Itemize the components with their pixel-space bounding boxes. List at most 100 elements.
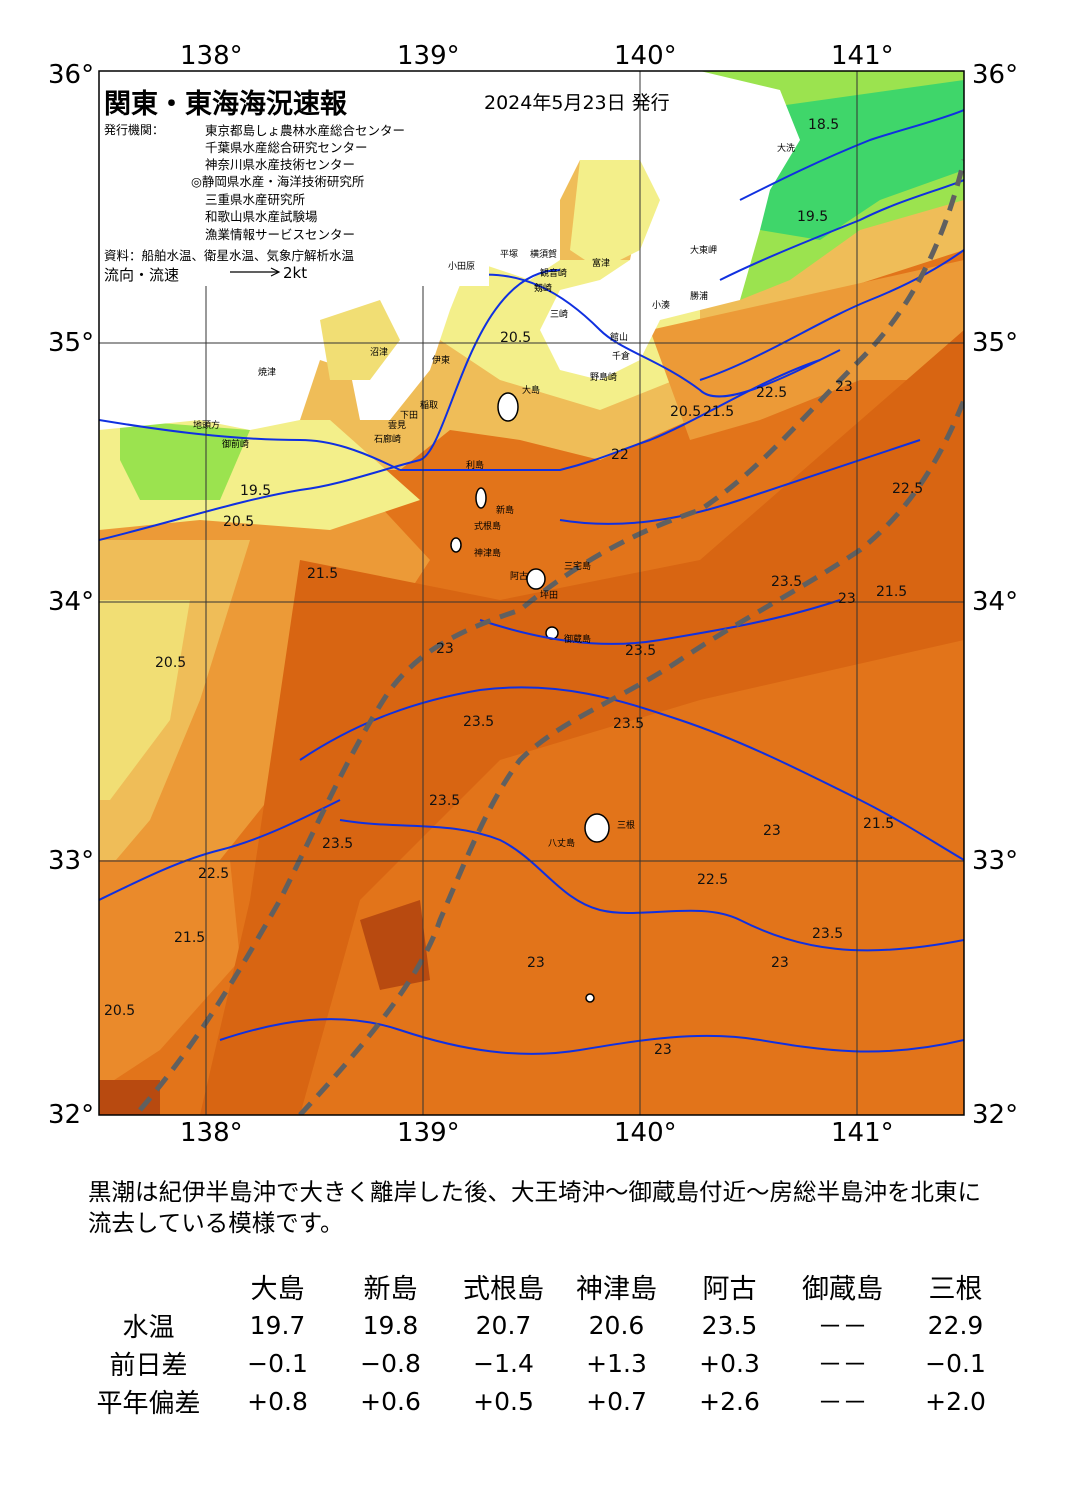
table-cell: +1.3: [586, 1348, 647, 1378]
column-header: 阿古: [702, 1274, 757, 1305]
table-cell: +2.0: [925, 1386, 986, 1416]
table-cell: 19.8: [362, 1310, 419, 1340]
place-label: 小田原: [448, 262, 476, 272]
place-label: 小湊: [652, 301, 671, 311]
lat-label-right-33: 33°: [972, 846, 1019, 876]
isotherm-label: 21.5: [863, 816, 895, 832]
isotherm-label: 23: [835, 379, 853, 395]
isotherm-label: 20.5: [500, 330, 532, 346]
column-header: 三根: [928, 1274, 983, 1305]
isotherm-label: 22: [611, 447, 629, 463]
place-label: 地頭方: [193, 421, 221, 431]
table-cell: －－: [817, 1312, 868, 1341]
place-label: 雲見: [388, 421, 407, 431]
column-header: 大島: [250, 1274, 305, 1305]
lat-label-right-36: 36°: [972, 60, 1019, 90]
place-label: 三崎: [550, 310, 569, 320]
place-label: 三根: [617, 821, 636, 831]
table-row: 水温 19.7 19.8 20.7 20.6 23.5 －－ 22.9: [76, 1306, 1012, 1344]
isotherm-label: 23: [436, 641, 454, 657]
place-label: 大東岬: [690, 246, 718, 256]
isotherm-label: 18.5: [808, 117, 840, 133]
column-header: 神津島: [576, 1274, 657, 1305]
issuer-item: 三重県水産研究所: [205, 192, 306, 207]
row-label: 水温: [122, 1312, 175, 1343]
place-label: 新島: [496, 506, 515, 516]
place-label: 石廊崎: [374, 435, 402, 445]
place-label: 観音崎: [540, 269, 568, 279]
table-cell: －－: [817, 1388, 868, 1417]
isotherm-label: 21.5: [307, 566, 339, 582]
table-cell: −0.8: [360, 1348, 421, 1378]
isotherm-label: 23.5: [771, 574, 803, 590]
place-label: 焼津: [258, 368, 277, 378]
place-label: 伊東: [432, 356, 451, 366]
situation-comment: 黒潮は紀伊半島沖で大きく離岸した後、大王埼沖～御蔵島付近～房総半島沖を北東に流去…: [88, 1178, 981, 1237]
table-cell: 20.6: [588, 1310, 645, 1340]
table-cell: +2.6: [699, 1386, 760, 1416]
issue-date: 2024年5月23日 発行: [484, 92, 670, 114]
isotherm-label: 20.5: [104, 1003, 136, 1019]
isotherm-label: 23.5: [812, 926, 844, 942]
lon-label-bottom-141: 141°: [831, 1118, 894, 1148]
column-header: 新島: [363, 1274, 418, 1305]
table-corner: [76, 1267, 221, 1306]
lat-label-right-35: 35°: [972, 328, 1019, 358]
place-label: 御前崎: [222, 440, 250, 450]
row-label: 平年偏差: [96, 1388, 201, 1419]
place-label: 阿古: [510, 572, 529, 582]
isotherm-label: 23.5: [322, 836, 354, 852]
isotherm-label: 20.5: [155, 655, 187, 671]
place-label: 坪田: [540, 591, 559, 601]
lon-label-top-141: 141°: [831, 41, 894, 71]
table-cell: −0.1: [925, 1348, 986, 1378]
isotherm-label: 22.5: [756, 385, 788, 401]
place-label: 横須賀: [530, 250, 558, 260]
table-cell: +0.7: [586, 1386, 647, 1416]
place-label: 下田: [400, 411, 419, 421]
lat-label-left-36: 36°: [48, 60, 95, 90]
place-label: 稲取: [420, 401, 439, 411]
lon-label-top-139: 139°: [397, 41, 460, 71]
place-label: 式根島: [474, 522, 502, 532]
place-label: 勝浦: [690, 292, 709, 302]
isotherm-label: 23.5: [625, 643, 657, 659]
table-cell: −1.4: [473, 1348, 534, 1378]
lat-label-left-32: 32°: [48, 1100, 95, 1130]
lat-label-right-32: 32°: [972, 1100, 1019, 1130]
table-cell: 22.9: [927, 1310, 984, 1340]
issuer-label: 発行機関：: [104, 123, 165, 137]
isotherm-label: 23: [527, 955, 545, 971]
table-cell: 19.7: [249, 1310, 306, 1340]
lat-label-right-34: 34°: [972, 587, 1019, 617]
place-label: 沼津: [370, 348, 389, 358]
place-label: 御蔵島: [564, 635, 592, 645]
place-label: 館山: [610, 333, 629, 343]
lon-label-top-138: 138°: [180, 41, 243, 71]
table-header-row: 大島 新島 式根島 神津島 阿古 御蔵島 三根: [76, 1267, 1012, 1306]
table-cell: +0.3: [699, 1348, 760, 1378]
table-row: 平年偏差 +0.8 +0.6 +0.5 +0.7 +2.6 －－ +2.0: [76, 1382, 1012, 1420]
isotherm-label: 21.5: [876, 584, 908, 600]
issuer-item: 神奈川県水産技術センター: [205, 157, 356, 172]
row-label: 前日差: [109, 1350, 188, 1381]
lat-label-left-34: 34°: [48, 587, 95, 617]
isotherm-label: 19.5: [797, 209, 829, 225]
place-label: 大洗: [777, 144, 796, 154]
isotherm-label: 23: [838, 591, 856, 607]
isotherm-label: 20.5: [670, 404, 702, 420]
data-source: 資料：船舶水温、衛星水温、気象庁解析水温: [104, 248, 355, 263]
flow-legend-unit: 2kt: [283, 264, 308, 282]
issuer-item: ◎静岡県水産・海洋技術研究所: [191, 174, 365, 189]
issuer-item: 東京都島しょ農林水産総合センター: [205, 123, 406, 138]
table-cell: +0.8: [247, 1386, 308, 1416]
isotherm-label: 21.5: [174, 930, 206, 946]
isotherm-label: 23: [771, 955, 789, 971]
isotherm-label: 20.5: [223, 514, 255, 530]
column-header: 御蔵島: [802, 1274, 883, 1305]
table-cell: +0.5: [473, 1386, 534, 1416]
place-label: 平塚: [500, 250, 519, 260]
map-title: 関東・東海海況速報: [104, 89, 347, 120]
table-cell: −0.1: [247, 1348, 308, 1378]
isotherm-label: 23.5: [613, 716, 645, 732]
